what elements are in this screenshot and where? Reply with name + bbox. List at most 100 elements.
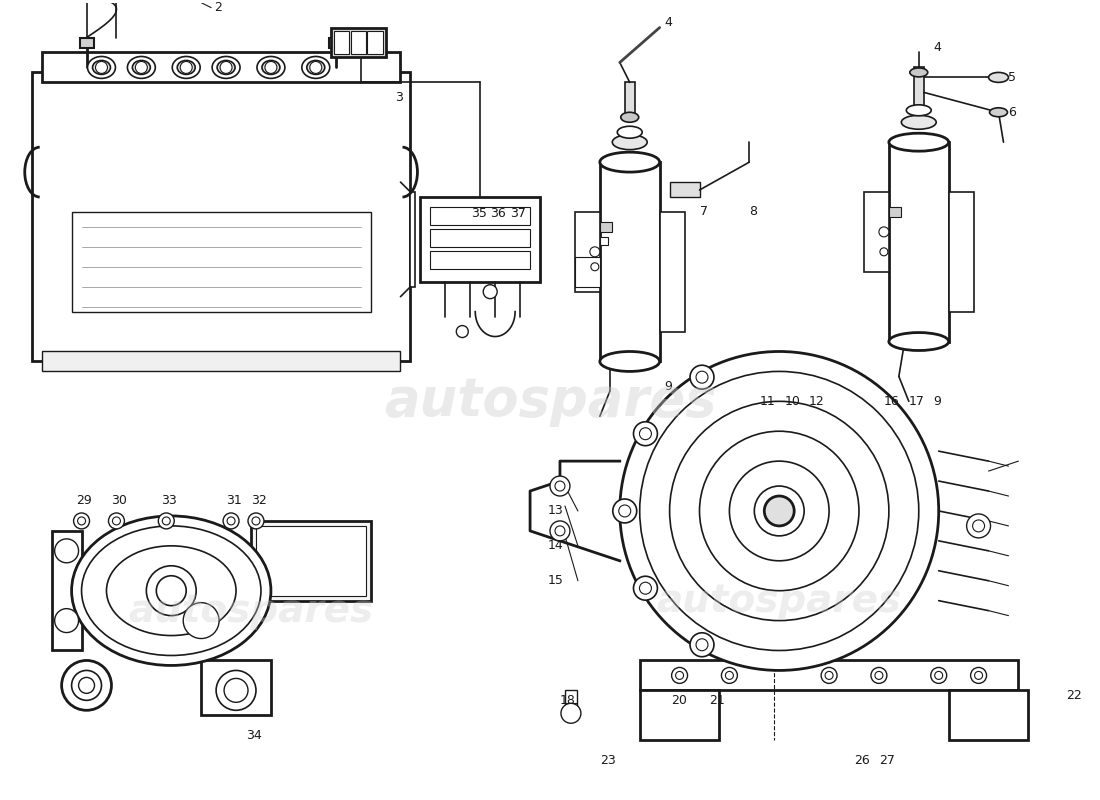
Circle shape (675, 671, 683, 679)
Circle shape (224, 678, 248, 702)
Circle shape (967, 514, 990, 538)
Ellipse shape (217, 61, 235, 74)
Circle shape (158, 513, 174, 529)
Text: 26: 26 (854, 754, 870, 766)
Ellipse shape (901, 115, 936, 130)
Circle shape (880, 248, 888, 256)
Text: autospares: autospares (657, 582, 902, 620)
Bar (333, 30, 349, 54)
Text: 27: 27 (879, 754, 894, 766)
Bar (575, 212, 600, 292)
Circle shape (670, 402, 889, 621)
Ellipse shape (910, 68, 927, 77)
Circle shape (456, 326, 469, 338)
Bar (625, 82, 635, 118)
Ellipse shape (132, 61, 151, 74)
Text: 16: 16 (884, 395, 900, 408)
Bar (781, 408, 798, 416)
Circle shape (634, 576, 658, 600)
Bar (670, 182, 700, 197)
Circle shape (96, 62, 108, 74)
Ellipse shape (88, 57, 116, 78)
Circle shape (556, 526, 565, 536)
Bar (79, 38, 94, 47)
Bar (600, 222, 612, 232)
Text: 6: 6 (1009, 106, 1016, 118)
Circle shape (109, 513, 124, 529)
Circle shape (163, 517, 170, 525)
Circle shape (483, 285, 497, 298)
Circle shape (764, 496, 794, 526)
Bar (366, 30, 383, 54)
Circle shape (975, 671, 982, 679)
Text: 32: 32 (251, 494, 266, 507)
Text: 29: 29 (77, 494, 92, 507)
Circle shape (135, 62, 147, 74)
Text: 13: 13 (548, 505, 564, 518)
Ellipse shape (107, 546, 236, 635)
Circle shape (874, 671, 883, 679)
Text: 23: 23 (600, 754, 616, 766)
Circle shape (55, 609, 78, 633)
Text: 15: 15 (548, 574, 564, 587)
Text: 5: 5 (1009, 71, 1016, 84)
Ellipse shape (173, 57, 200, 78)
Bar (565, 690, 576, 720)
Bar (351, 30, 365, 54)
Circle shape (62, 661, 111, 710)
Ellipse shape (889, 134, 948, 151)
Circle shape (935, 671, 943, 679)
Bar (806, 406, 822, 414)
Bar (948, 690, 1028, 740)
Bar (640, 690, 719, 740)
Ellipse shape (72, 516, 271, 666)
Bar (810, 410, 820, 435)
Ellipse shape (301, 57, 330, 78)
Circle shape (690, 366, 714, 389)
Circle shape (619, 505, 630, 517)
Ellipse shape (613, 134, 647, 150)
Text: 8: 8 (749, 206, 757, 218)
Circle shape (871, 667, 887, 683)
Ellipse shape (92, 61, 110, 74)
Bar (52, 531, 81, 650)
Text: 10: 10 (784, 395, 800, 408)
Circle shape (550, 521, 570, 541)
Text: autospares: autospares (384, 375, 716, 427)
Bar (660, 212, 684, 331)
Ellipse shape (620, 112, 639, 122)
Bar (329, 38, 343, 47)
Circle shape (970, 667, 987, 683)
Circle shape (931, 667, 947, 683)
Circle shape (180, 62, 192, 74)
Bar (948, 192, 974, 312)
Circle shape (265, 62, 277, 74)
Circle shape (556, 481, 565, 491)
Bar (430, 207, 530, 225)
Bar (42, 351, 400, 371)
Bar (430, 229, 530, 247)
Bar (640, 661, 1019, 690)
Circle shape (252, 517, 260, 525)
Circle shape (248, 513, 264, 529)
Circle shape (310, 62, 322, 74)
Ellipse shape (617, 126, 642, 138)
Bar (201, 661, 271, 715)
Text: 11: 11 (759, 395, 775, 408)
Ellipse shape (177, 61, 195, 74)
Bar (889, 142, 948, 342)
Bar (420, 197, 540, 282)
Circle shape (725, 671, 734, 679)
Ellipse shape (81, 526, 261, 655)
Circle shape (184, 602, 219, 638)
Bar (600, 237, 608, 245)
Circle shape (223, 513, 239, 529)
Text: autospares: autospares (129, 592, 374, 630)
Circle shape (112, 517, 120, 525)
Ellipse shape (307, 61, 324, 74)
Text: 4: 4 (934, 41, 942, 54)
Circle shape (879, 227, 889, 237)
Circle shape (696, 371, 708, 383)
Circle shape (972, 520, 984, 532)
Circle shape (825, 671, 833, 679)
